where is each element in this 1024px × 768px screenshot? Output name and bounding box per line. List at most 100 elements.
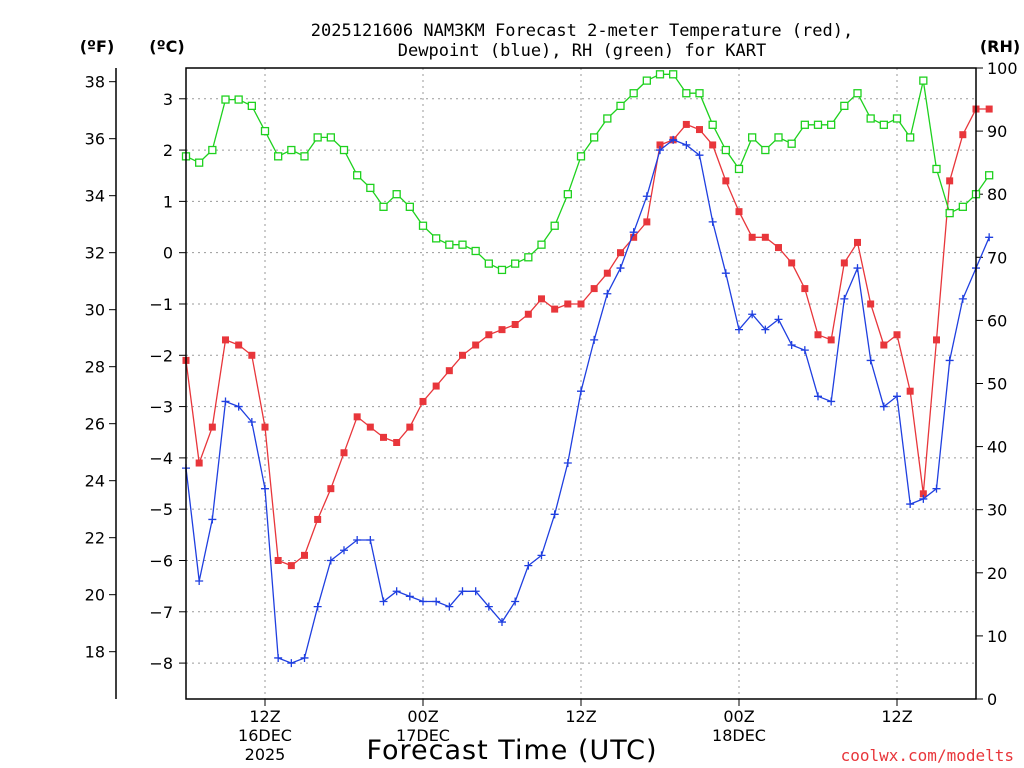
rh-point bbox=[274, 152, 283, 161]
fahrenheit-tick-label: 36 bbox=[85, 130, 105, 149]
rh-point bbox=[748, 133, 757, 142]
dewpoint-point bbox=[840, 294, 849, 303]
rh-point bbox=[958, 202, 967, 211]
temperature-point bbox=[248, 351, 256, 359]
temperature-point bbox=[445, 367, 453, 375]
rh-point bbox=[642, 76, 651, 85]
rh-point bbox=[550, 221, 559, 230]
rh-tick-label: 20 bbox=[987, 564, 1007, 583]
fahrenheit-tick-label: 24 bbox=[85, 472, 105, 491]
rh-point bbox=[524, 253, 533, 262]
rh-tick-label: 70 bbox=[987, 248, 1007, 267]
rh-tick-label: 60 bbox=[987, 311, 1007, 330]
rh-point bbox=[326, 133, 335, 142]
temperature-point bbox=[222, 336, 229, 344]
dewpoint-point bbox=[761, 325, 770, 334]
dewpoint-point bbox=[471, 587, 480, 596]
dewpoint-point bbox=[511, 597, 520, 606]
rh-point bbox=[418, 221, 428, 230]
dewpoint-point bbox=[537, 551, 546, 560]
temperature-point bbox=[235, 341, 243, 349]
temperature-point bbox=[590, 285, 598, 293]
dewpoint-point bbox=[274, 653, 283, 662]
temperature-point bbox=[919, 490, 927, 498]
temperature-point bbox=[274, 556, 282, 564]
dewpoint-point bbox=[379, 597, 388, 606]
temperature-point bbox=[643, 218, 651, 226]
rh-tick-label: 90 bbox=[987, 122, 1007, 141]
chart-title-line-2: Dewpoint (blue), RH (green) for KART bbox=[398, 41, 766, 61]
rh-unit-label: (RH) bbox=[980, 37, 1020, 56]
dewpoint-point bbox=[366, 535, 375, 544]
celsius-tick-label: −8 bbox=[149, 654, 173, 673]
fahrenheit-tick-label: 30 bbox=[85, 301, 105, 320]
fahrenheit-tick-label: 26 bbox=[85, 415, 105, 434]
temperature-point bbox=[959, 131, 967, 139]
dewpoint-point bbox=[392, 587, 401, 596]
rh-point bbox=[195, 158, 204, 167]
rh-tick-label: 0 bbox=[987, 690, 997, 709]
dewpoint-point bbox=[669, 135, 678, 144]
fahrenheit-tick-label: 34 bbox=[85, 187, 105, 206]
dewpoint-point bbox=[603, 289, 612, 298]
dewpoint-point bbox=[313, 602, 322, 611]
temperature-point bbox=[696, 126, 703, 134]
temperature-point bbox=[827, 336, 835, 344]
dewpoint-point bbox=[853, 264, 862, 273]
dewpoint-point bbox=[590, 335, 599, 344]
temperature-point bbox=[380, 433, 387, 441]
temperature-point bbox=[511, 321, 519, 329]
temperature-point bbox=[195, 459, 203, 467]
rh-point bbox=[260, 126, 270, 136]
dewpoint-point bbox=[721, 269, 730, 278]
temperature-point bbox=[498, 326, 506, 334]
rh-point bbox=[445, 240, 454, 249]
rh-point bbox=[827, 120, 836, 129]
temperature-point bbox=[551, 305, 559, 313]
dewpoint-point bbox=[432, 597, 441, 606]
temperature-point bbox=[854, 238, 861, 246]
x-tick-date-label: 17DEC bbox=[396, 726, 450, 745]
x-tick-label: 00Z bbox=[723, 707, 754, 726]
temperature-point bbox=[840, 259, 848, 267]
temperature-point bbox=[261, 423, 269, 431]
dewpoint-point bbox=[234, 402, 243, 411]
dewpoint-point bbox=[498, 618, 506, 627]
dewpoint-point bbox=[932, 484, 941, 493]
watermark: coolwx.com/modelts bbox=[841, 746, 1014, 765]
temperature-point bbox=[287, 562, 295, 570]
temperature-point bbox=[327, 485, 335, 493]
rh-point bbox=[932, 164, 941, 174]
rh-point bbox=[919, 76, 928, 85]
rh-point bbox=[800, 120, 809, 129]
rh-point bbox=[787, 139, 796, 148]
rh-series bbox=[181, 70, 994, 275]
dewpoint-point bbox=[208, 515, 217, 524]
rh-point bbox=[300, 152, 309, 161]
celsius-tick-label: −5 bbox=[149, 500, 173, 519]
rh-point bbox=[221, 95, 230, 104]
rh-point bbox=[353, 171, 362, 180]
temperature-point bbox=[208, 423, 216, 431]
x-tick-label: 12Z bbox=[565, 707, 596, 726]
rh-point bbox=[853, 89, 862, 98]
temperature-point bbox=[722, 177, 730, 185]
dewpoint-point bbox=[629, 228, 638, 237]
temperature-point bbox=[406, 423, 414, 431]
celsius-tick-label: −2 bbox=[149, 346, 173, 365]
temperature-point bbox=[867, 300, 875, 308]
rh-tick-label: 40 bbox=[987, 438, 1007, 457]
temperature-point bbox=[538, 295, 545, 303]
temperature-point bbox=[735, 208, 743, 216]
temperature-point bbox=[682, 120, 690, 128]
rh-point bbox=[774, 133, 783, 142]
fahrenheit-unit-label: (ºF) bbox=[80, 37, 115, 56]
temperature-point bbox=[985, 105, 993, 113]
rh-point bbox=[537, 240, 546, 249]
temperature-point bbox=[524, 310, 532, 318]
dewpoint-point bbox=[800, 346, 809, 355]
rh-point bbox=[590, 133, 599, 142]
rh-point bbox=[339, 145, 349, 155]
dewpoint-point bbox=[814, 392, 822, 401]
